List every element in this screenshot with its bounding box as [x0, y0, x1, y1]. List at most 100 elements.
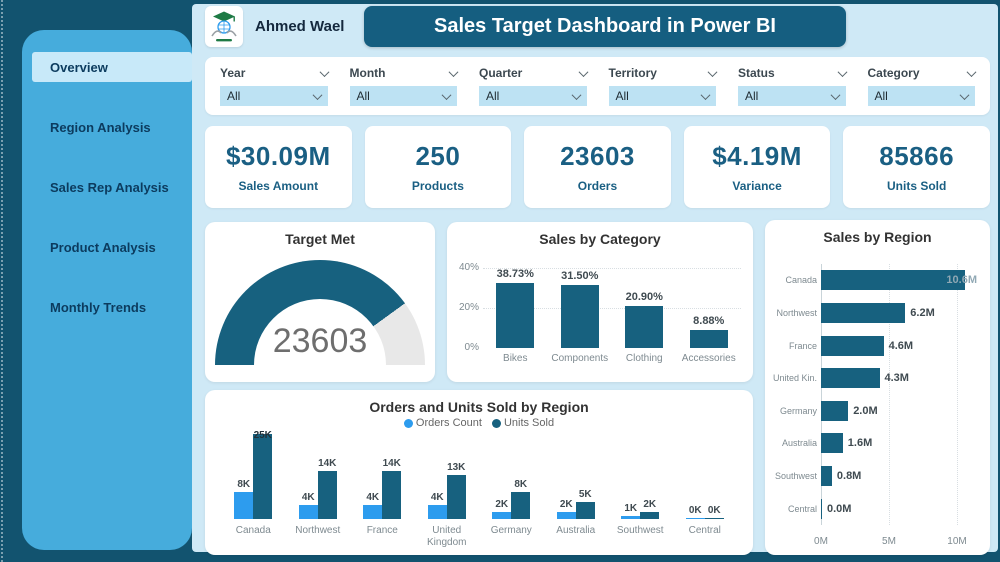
kpi-card-sales-amount: $30.09M Sales Amount: [205, 126, 352, 208]
bar-value-label: 4.3M: [884, 372, 909, 385]
dashboard-title: Sales Target Dashboard in Power BI: [364, 6, 846, 47]
bar-central[interactable]: [821, 498, 822, 519]
chevron-down-icon: [959, 89, 970, 100]
axis-category-label: Clothing: [625, 353, 663, 364]
filter-label: Year: [220, 66, 246, 80]
bar-clothing[interactable]: [625, 306, 664, 348]
chevron-down-icon: [830, 89, 840, 100]
orders-column: 1K: [621, 503, 641, 519]
chevron-down-icon[interactable]: [578, 66, 588, 77]
x-tick-label: 10M: [947, 536, 967, 547]
filter-dropdown-year[interactable]: All: [220, 86, 328, 106]
axis-category-label: Components: [551, 353, 609, 364]
kpi-card-variance: $4.19M Variance: [683, 126, 831, 208]
sidebar-item-product-analysis[interactable]: Product Analysis: [50, 239, 156, 255]
orders-bar-germany[interactable]: [492, 512, 512, 519]
bar-bikes[interactable]: [496, 283, 535, 348]
bar-germany[interactable]: [821, 400, 849, 421]
bar-components[interactable]: [560, 285, 599, 348]
bar-group-bikes: 38.73% Bikes: [496, 268, 535, 364]
units-bar-united-kingdom[interactable]: [446, 474, 466, 519]
sales-by-category-card: Sales by Category 40% 20% 0% 38.73% Bikes 31…: [447, 222, 753, 382]
chevron-down-icon: [571, 89, 581, 100]
bar-australia[interactable]: [821, 433, 843, 454]
legend-item-units-sold[interactable]: Units Sold: [491, 417, 554, 429]
units-bar-australia[interactable]: [575, 502, 595, 519]
units-bar-canada[interactable]: [253, 434, 273, 519]
legend-label: Orders Count: [415, 417, 482, 429]
units-column: 8K: [511, 479, 531, 519]
bar-row-central: Central 0.0M: [773, 492, 982, 525]
orders-bar-northwest[interactable]: [298, 505, 318, 519]
bar-value-label: 13K: [447, 461, 466, 473]
orders-column: 0K: [685, 505, 705, 519]
chart-title: Sales by Region: [823, 229, 932, 245]
bar-united-kin[interactable]: [821, 368, 880, 389]
orders-column: 8K: [234, 479, 254, 519]
gridline: [889, 264, 890, 525]
filter-dropdown-category[interactable]: All: [867, 86, 975, 106]
chevron-down-icon[interactable]: [448, 66, 459, 77]
axis-category-label: Southwest: [774, 471, 817, 482]
bar-value-label: 5K: [578, 489, 592, 500]
bar-value-label: 4.6M: [888, 339, 914, 352]
bar-value-label: 2K: [559, 499, 573, 511]
chart-legend: Orders Count Units Sold: [205, 417, 753, 429]
legend-dot-icon: [403, 418, 413, 428]
bar-france[interactable]: [821, 335, 884, 356]
bar-group-components: 31.50% Components: [551, 268, 608, 364]
bar-southwest[interactable]: [821, 466, 832, 487]
units-bar-central[interactable]: [704, 517, 724, 519]
chevron-down-icon[interactable]: [319, 66, 329, 77]
chevron-down-icon[interactable]: [837, 66, 847, 77]
units-bar-southwest[interactable]: [640, 512, 660, 519]
chevron-down-icon[interactable]: [966, 66, 977, 77]
bar-zone: 0.0M: [821, 492, 982, 525]
filter-dropdown-month[interactable]: All: [349, 86, 457, 106]
orders-bar-central[interactable]: [685, 517, 705, 519]
chevron-down-icon[interactable]: [707, 66, 718, 77]
sidebar-item-monthly-trends[interactable]: Monthly Trends: [50, 299, 147, 315]
kpi-value: $4.19M: [712, 141, 802, 171]
units-bar-france[interactable]: [382, 471, 402, 519]
bar-value-label: 31.50%: [561, 270, 599, 282]
chevron-down-icon: [312, 89, 322, 100]
bar-value-label: 20.90%: [625, 291, 663, 304]
bar-value-label: 8.88%: [693, 315, 725, 328]
axis-category-label: Northwest: [776, 307, 817, 318]
filter-dropdown-status[interactable]: All: [738, 86, 846, 106]
axis-category-label: Australia: [556, 525, 596, 536]
bar-northwest[interactable]: [821, 302, 906, 323]
units-column: 25K: [253, 421, 273, 519]
orders-bar-australia[interactable]: [556, 512, 576, 519]
y-tick-label: 40%: [458, 262, 479, 273]
orders-bar-canada[interactable]: [234, 491, 254, 519]
kpi-label: Products: [411, 179, 464, 193]
bar-value-label: 2K: [643, 499, 657, 511]
legend-item-orders-count[interactable]: Orders Count: [403, 417, 482, 429]
bar-value-label: 1.6M: [847, 437, 873, 450]
bar-value-label: 6.2M: [910, 306, 935, 319]
sidebar-item-region-analysis[interactable]: Region Analysis: [50, 119, 151, 135]
units-bar-germany[interactable]: [511, 491, 531, 519]
sidebar-item-sales-rep-analysis[interactable]: Sales Rep Analysis: [50, 179, 169, 195]
orders-bar-southwest[interactable]: [621, 515, 641, 519]
filter-label: Status: [738, 66, 775, 80]
kpi-label: Sales Amount: [238, 179, 319, 193]
sidebar-nav: Overview Region Analysis Sales Rep Analysi…: [32, 52, 192, 352]
units-bar-northwest[interactable]: [317, 471, 337, 519]
bar-accessories[interactable]: [689, 330, 728, 348]
axis-category-label: France: [366, 525, 398, 536]
orders-bar-united-kingdom[interactable]: [427, 505, 447, 519]
filter-dropdown-quarter[interactable]: All: [479, 86, 587, 106]
orders-bar-france[interactable]: [363, 505, 383, 519]
kpi-card-units-sold: 85866 Units Sold: [843, 126, 990, 208]
y-tick-label: 20%: [458, 302, 479, 313]
kpi-label: Orders: [577, 179, 618, 193]
sidebar-item-overview[interactable]: Overview: [32, 52, 192, 82]
axis-category-label: Bikes: [503, 353, 528, 364]
bar-canada[interactable]: [821, 270, 966, 291]
gauge-chart[interactable]: [215, 260, 425, 366]
filter-dropdown-territory[interactable]: All: [608, 86, 716, 106]
